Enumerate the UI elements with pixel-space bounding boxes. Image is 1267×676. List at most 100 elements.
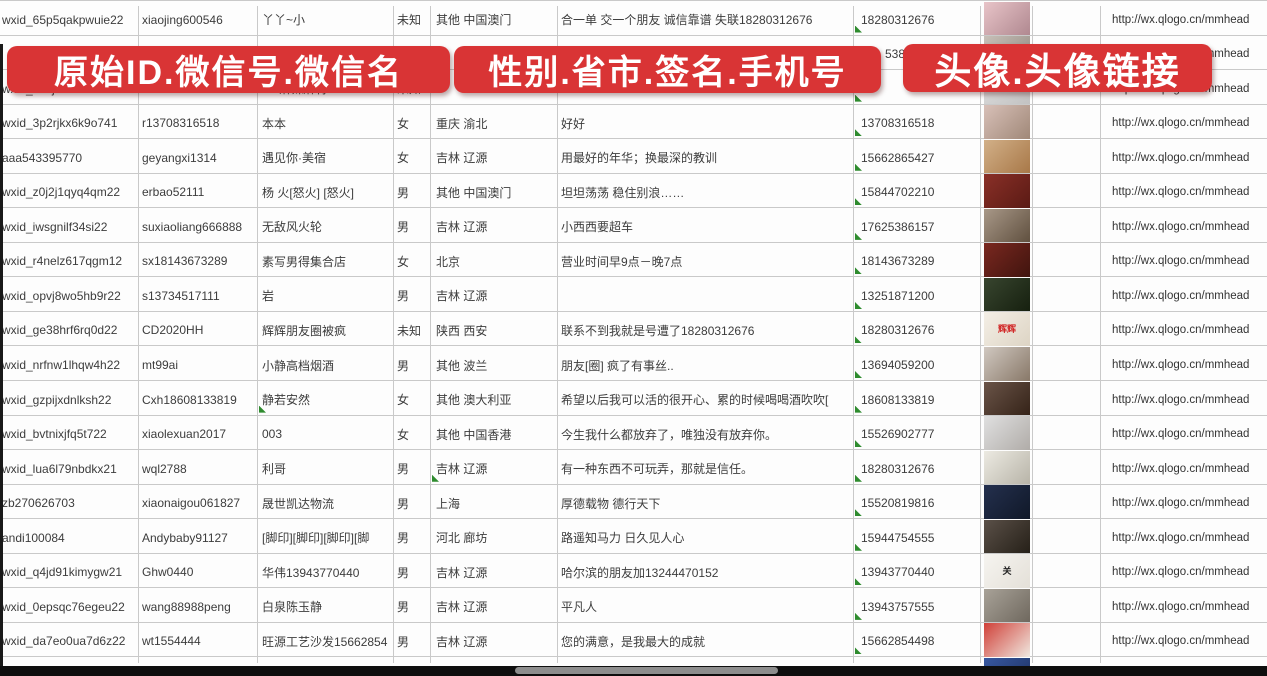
cell-original-id[interactable]: wxid_65p5qakpwuie22 — [2, 12, 124, 27]
cell-gender[interactable]: 未知 — [397, 323, 422, 338]
cell-gender[interactable]: 男 — [397, 462, 410, 477]
cell-gender[interactable]: 男 — [397, 496, 410, 511]
cell-wechat-id[interactable]: CD2020HH — [142, 323, 204, 338]
cell-gender[interactable]: 女 — [397, 151, 410, 166]
cell-gender[interactable]: 男 — [397, 565, 410, 580]
avatar-image[interactable] — [984, 485, 1030, 519]
cell-phone-number[interactable]: 15844702210 — [861, 185, 935, 200]
cell-wechat-name[interactable]: [脚印][脚印][脚印][脚 — [262, 531, 370, 546]
cell-phone-number[interactable]: 15520819816 — [861, 496, 935, 511]
avatar-image[interactable] — [984, 519, 1030, 554]
cell-avatar-link[interactable]: http://wx.qlogo.cn/mmhead — [1112, 324, 1250, 337]
cell-phone-number[interactable]: 13708316518 — [861, 116, 935, 131]
avatar-image[interactable]: 关 — [984, 554, 1030, 588]
cell-avatar-link[interactable]: http://wx.qlogo.cn/mmhead — [1112, 531, 1250, 544]
avatar-image[interactable] — [984, 174, 1030, 208]
cell-wechat-id[interactable]: xiaolexuan2017 — [142, 427, 227, 442]
cell-gender[interactable]: 男 — [397, 185, 410, 200]
cell-wechat-name[interactable]: 岩 — [262, 289, 275, 304]
scrollbar-thumb[interactable] — [515, 667, 778, 674]
cell-phone-number[interactable]: 13943757555 — [861, 599, 935, 614]
cell-province-city[interactable]: 吉林 辽源 — [436, 220, 488, 235]
cell-avatar-link[interactable]: http://wx.qlogo.cn/mmhead — [1112, 117, 1250, 130]
cell-avatar-link[interactable]: http://wx.qlogo.cn/mmhead — [1112, 151, 1250, 164]
cell-phone-number[interactable]: 13694059200 — [861, 358, 935, 372]
cell-original-id[interactable]: wxid_opvj8wo5hb9r22 — [2, 288, 121, 303]
cell-original-id[interactable]: wxid_0epsqc76egeu22 — [2, 599, 125, 614]
cell-gender[interactable]: 女 — [397, 254, 410, 269]
cell-wechat-name[interactable]: 003 — [262, 427, 283, 442]
cell-province-city[interactable]: 吉林 辽源 — [436, 151, 488, 166]
cell-province-city[interactable]: 吉林 辽源 — [436, 565, 488, 580]
avatar-image[interactable] — [984, 1, 1030, 35]
cell-province-city[interactable]: 吉林 辽源 — [436, 289, 488, 304]
cell-wechat-id[interactable]: xiaonaigou061827 — [142, 496, 241, 511]
cell-signature[interactable]: 希望以后我可以活的很开心、累的时候喝喝酒吹吹[ — [561, 393, 829, 408]
cell-phone-number[interactable]: 13943770440 — [861, 565, 935, 580]
cell-signature[interactable]: 有一种东西不可玩弄，那就是信任。 — [561, 462, 754, 477]
cell-avatar-link[interactable]: http://wx.qlogo.cn/mmhead — [1112, 13, 1250, 26]
cell-wechat-id[interactable]: s13734517111 — [142, 288, 220, 303]
cell-signature[interactable]: 您的满意，是我最大的成就 — [561, 634, 706, 649]
cell-province-city[interactable]: 吉林 辽源 — [436, 462, 488, 477]
avatar-image[interactable] — [984, 347, 1030, 381]
cell-wechat-id[interactable]: wql2788 — [142, 461, 187, 476]
cell-signature[interactable] — [561, 277, 851, 311]
cell-phone-number[interactable]: 13251871200 — [861, 288, 935, 303]
cell-original-id[interactable]: andi100084 — [2, 530, 65, 545]
cell-wechat-name[interactable]: 白泉陈玉静 — [262, 600, 323, 615]
cell-province-city[interactable]: 河北 廊坊 — [436, 531, 488, 546]
cell-province-city[interactable]: 吉林 辽源 — [436, 634, 488, 649]
cell-wechat-name[interactable]: 素写男得集合店 — [262, 254, 347, 269]
cell-wechat-name[interactable]: 辉辉朋友圈被疯 — [262, 323, 347, 338]
cell-phone-number[interactable]: 15662854498 — [861, 634, 935, 649]
cell-avatar-link[interactable]: http://wx.qlogo.cn/mmhead — [1112, 497, 1250, 510]
cell-gender[interactable]: 女 — [397, 393, 410, 408]
cell-wechat-id[interactable]: geyangxi1314 — [142, 150, 217, 165]
cell-province-city[interactable]: 其他 波兰 — [436, 358, 488, 373]
avatar-image[interactable] — [984, 277, 1030, 312]
cell-province-city[interactable]: 其他 澳大利亚 — [436, 393, 512, 408]
cell-gender[interactable]: 男 — [397, 358, 410, 373]
cell-avatar-link[interactable]: http://wx.qlogo.cn/mmhead — [1112, 289, 1250, 302]
cell-signature[interactable]: 平凡人 — [561, 600, 598, 615]
cell-avatar-link[interactable]: http://wx.qlogo.cn/mmhead — [1112, 462, 1250, 475]
cell-original-id[interactable]: wxid_da7eo0ua7d6z22 — [2, 634, 126, 649]
cell-wechat-id[interactable]: sx18143673289 — [142, 254, 228, 269]
cell-wechat-name[interactable]: 杨 火[怒火] [怒火] — [262, 185, 355, 200]
cell-gender[interactable]: 男 — [397, 531, 410, 546]
cell-gender[interactable]: 未知 — [397, 13, 422, 27]
cell-signature[interactable]: 朋友[圈] 疯了有事丝.. — [561, 358, 674, 373]
cell-phone-number[interactable]: 18280312676 — [861, 323, 935, 338]
cell-gender[interactable]: 男 — [397, 220, 410, 235]
cell-gender[interactable]: 男 — [397, 289, 410, 304]
cell-original-id[interactable]: zb270626703 — [2, 496, 75, 511]
avatar-image[interactable] — [984, 139, 1030, 174]
cell-avatar-link[interactable]: http://wx.qlogo.cn/mmhead — [1112, 428, 1250, 441]
cell-wechat-id[interactable]: wt1554444 — [142, 634, 201, 649]
cell-province-city[interactable]: 陕西 西安 — [436, 323, 488, 338]
cell-signature[interactable]: 哈尔滨的朋友加13244470152 — [561, 565, 719, 580]
cell-province-city[interactable]: 北京 — [436, 254, 461, 269]
cell-signature[interactable]: 营业时间早9点－晚7点 — [561, 254, 683, 269]
cell-gender[interactable]: 女 — [397, 427, 410, 442]
cell-signature[interactable]: 今生我什么都放弃了，唯独没有放弃你。 — [561, 427, 778, 442]
cell-signature[interactable]: 坦坦荡荡 稳住别浪…… — [561, 185, 685, 200]
cell-phone-number[interactable]: 15526902777 — [861, 427, 935, 442]
cell-avatar-link[interactable]: http://wx.qlogo.cn/mmhead — [1112, 393, 1250, 406]
cell-phone-number[interactable]: 18143673289 — [861, 254, 935, 269]
cell-original-id[interactable]: aaa543395770 — [2, 150, 83, 165]
cell-signature[interactable]: 小西西要超车 — [561, 220, 634, 235]
cell-original-id[interactable]: wxid_q4jd91kimygw21 — [2, 565, 123, 580]
cell-wechat-name[interactable]: 无敌风火轮 — [262, 220, 323, 235]
cell-original-id[interactable]: wxid_gzpijxdnlksh22 — [2, 392, 112, 407]
cell-wechat-id[interactable]: suxiaoliang666888 — [142, 219, 243, 234]
cell-phone-number[interactable]: 15944754555 — [861, 530, 935, 545]
cell-province-city[interactable]: 其他 中国澳门 — [436, 185, 512, 200]
avatar-image[interactable] — [984, 588, 1030, 623]
cell-wechat-name[interactable]: 华伟13943770440 — [262, 565, 360, 580]
cell-original-id[interactable]: wxid_iwsgnilf34si22 — [2, 219, 108, 234]
cell-original-id[interactable]: wxid_z0j2j1qyq4qm22 — [2, 185, 121, 200]
cell-signature[interactable]: 厚德载物 德行天下 — [561, 496, 661, 511]
cell-signature[interactable]: 合一单 交一个朋友 诚信靠谱 失联18280312676 — [561, 13, 813, 27]
